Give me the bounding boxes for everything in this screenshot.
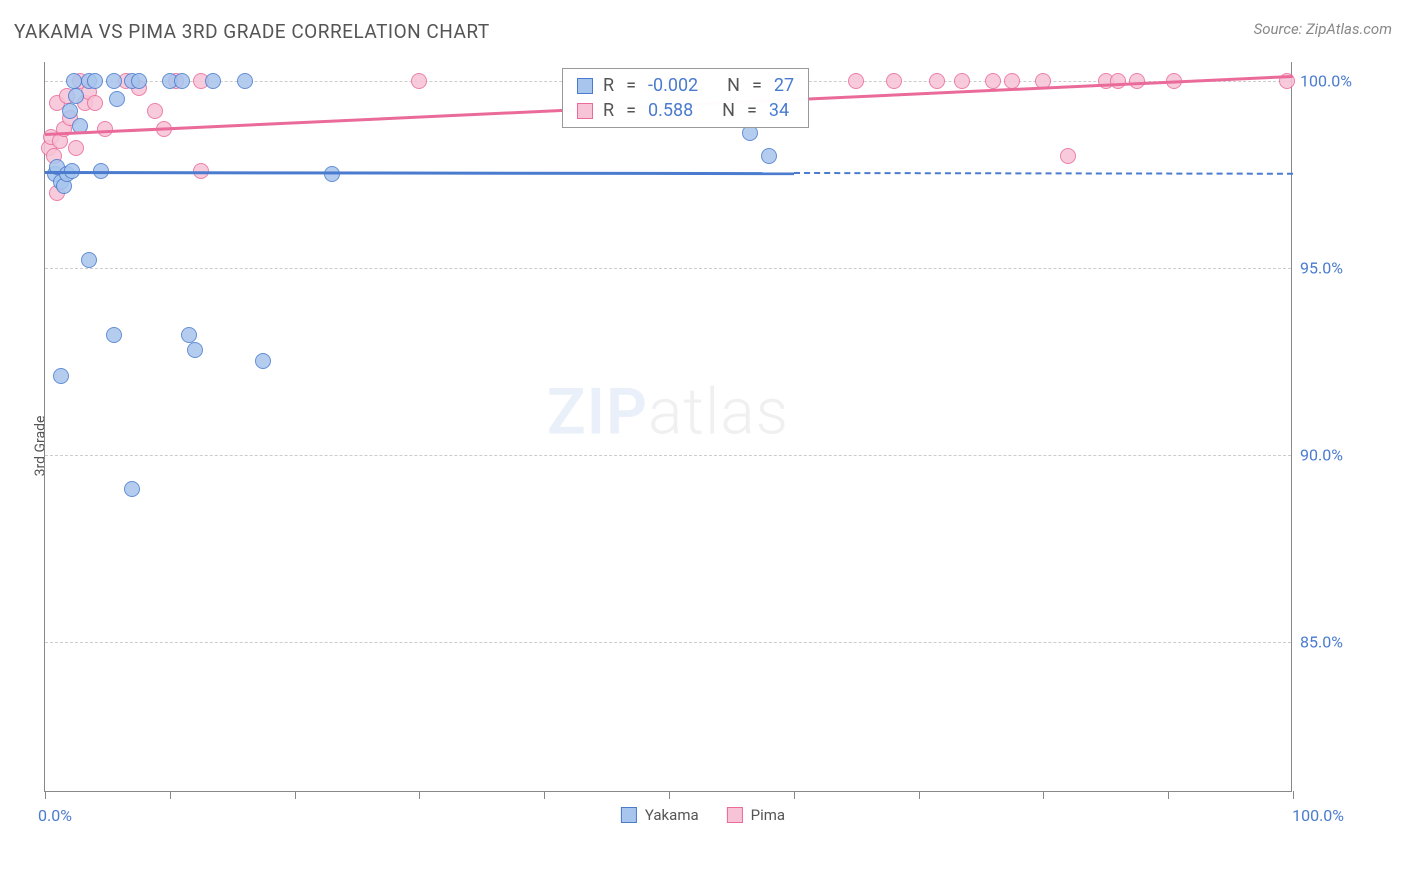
pima-data-point [87, 95, 103, 111]
plot-area: ZIPatlas [44, 62, 1292, 792]
yakama-data-point [106, 73, 122, 89]
x-axis-max-label: 100.0% [1292, 806, 1344, 825]
x-tick [794, 791, 795, 799]
pima-data-point [411, 73, 427, 89]
yakama-data-point [131, 73, 147, 89]
pima-data-point [954, 73, 970, 89]
legend-item-pima: Pima [727, 806, 785, 824]
pima-n-value: 34 [769, 100, 789, 121]
pima-data-point [1110, 73, 1126, 89]
yakama-trend-line-extrapolated [794, 172, 1293, 175]
yakama-data-point [237, 73, 253, 89]
yakama-data-point [87, 73, 103, 89]
x-tick [419, 791, 420, 799]
y-tick-label: 85.0% [1300, 633, 1343, 652]
yakama-data-point [68, 88, 84, 104]
yakama-data-point [181, 327, 197, 343]
pima-data-point [1129, 73, 1145, 89]
yakama-data-point [255, 353, 271, 369]
yakama-data-point [324, 166, 340, 182]
watermark: ZIPatlas [547, 374, 789, 449]
yakama-data-point [109, 91, 125, 107]
yakama-swatch [621, 807, 637, 823]
pima-swatch-small [577, 103, 593, 119]
yakama-data-point [174, 73, 190, 89]
yakama-data-point [761, 148, 777, 164]
gridline [45, 455, 1291, 456]
yakama-n-value: 27 [774, 75, 794, 96]
pima-data-point [147, 103, 163, 119]
pima-r-value: 0.588 [648, 100, 693, 121]
x-tick [170, 791, 171, 799]
x-tick [919, 791, 920, 799]
y-tick-label: 90.0% [1300, 446, 1343, 465]
x-tick [1168, 791, 1169, 799]
pima-data-point [848, 73, 864, 89]
pima-data-point [68, 140, 84, 156]
yakama-data-point [62, 103, 78, 119]
pima-swatch [727, 807, 743, 823]
yakama-swatch-small [577, 78, 593, 94]
stats-legend: R= -0.002 N= 27 R= 0.588 N= 34 [562, 68, 809, 128]
yakama-data-point [53, 368, 69, 384]
yakama-legend-label: Yakama [645, 806, 699, 824]
legend-item-yakama: Yakama [621, 806, 699, 824]
x-axis-min-label: 0.0% [38, 806, 72, 825]
y-tick-label: 95.0% [1300, 258, 1343, 277]
x-tick [1043, 791, 1044, 799]
yakama-data-point [106, 327, 122, 343]
pima-data-point [1060, 148, 1076, 164]
chart-title: YAKAMA VS PIMA 3RD GRADE CORRELATION CHA… [14, 20, 490, 43]
stats-row-yakama: R= -0.002 N= 27 [577, 75, 794, 96]
x-tick [45, 791, 46, 799]
yakama-data-point [124, 481, 140, 497]
pima-data-point [1004, 73, 1020, 89]
x-tick [669, 791, 670, 799]
yakama-data-point [66, 73, 82, 89]
gridline [45, 268, 1291, 269]
yakama-data-point [81, 252, 97, 268]
gridline [45, 642, 1291, 643]
yakama-data-point [205, 73, 221, 89]
y-tick-label: 100.0% [1300, 71, 1352, 90]
yakama-r-value: -0.002 [648, 75, 698, 96]
yakama-trend-line [45, 171, 794, 175]
series-legend: Yakama Pima [621, 806, 785, 824]
stats-row-pima: R= 0.588 N= 34 [577, 100, 794, 121]
x-tick [1293, 791, 1294, 799]
pima-legend-label: Pima [751, 806, 785, 824]
pima-data-point [929, 73, 945, 89]
pima-data-point [985, 73, 1001, 89]
x-tick [544, 791, 545, 799]
pima-data-point [886, 73, 902, 89]
x-tick [295, 791, 296, 799]
yakama-data-point [187, 342, 203, 358]
source-attribution: Source: ZipAtlas.com [1254, 20, 1392, 38]
